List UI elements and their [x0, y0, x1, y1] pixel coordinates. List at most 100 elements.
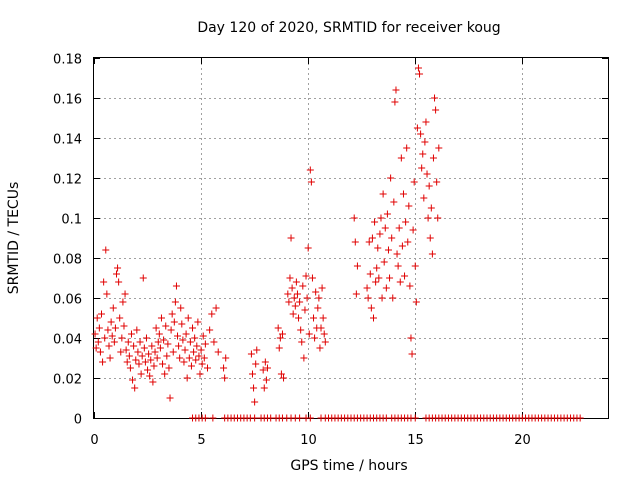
data-point	[185, 354, 193, 362]
data-point	[197, 346, 205, 354]
data-point	[433, 178, 441, 186]
data-point	[319, 314, 327, 322]
data-point	[381, 224, 389, 232]
data-point	[277, 370, 285, 378]
data-point	[374, 244, 382, 252]
data-point	[114, 264, 122, 272]
y-tick-label: 0.1	[61, 213, 82, 228]
data-point	[424, 214, 432, 222]
data-point	[376, 230, 384, 238]
data-point	[259, 366, 267, 374]
data-point	[133, 326, 141, 334]
data-point	[106, 354, 114, 362]
data-point	[120, 322, 128, 330]
data-point	[91, 330, 99, 338]
data-point	[316, 344, 324, 352]
data-point	[101, 334, 109, 342]
x-tick-label: 20	[514, 433, 531, 448]
data-point	[174, 332, 182, 340]
data-point	[298, 338, 306, 346]
data-point	[142, 334, 150, 342]
data-point	[301, 306, 309, 314]
data-point	[95, 324, 103, 332]
data-point	[145, 350, 153, 358]
data-point	[186, 338, 194, 346]
data-point	[214, 348, 222, 356]
data-point	[292, 278, 300, 286]
data-point	[157, 314, 165, 322]
data-points	[91, 64, 584, 422]
data-point	[220, 364, 228, 372]
data-point	[136, 338, 144, 346]
data-point	[261, 358, 269, 366]
data-point	[163, 352, 171, 360]
data-point	[168, 310, 176, 318]
data-point	[166, 394, 174, 402]
data-point	[576, 414, 584, 422]
data-point	[99, 358, 107, 366]
data-point	[144, 366, 152, 374]
data-point	[123, 358, 131, 366]
data-point	[285, 298, 293, 306]
data-point	[373, 264, 381, 272]
y-tick-label: 0.04	[53, 333, 82, 348]
data-point	[221, 374, 229, 382]
data-point	[250, 384, 258, 392]
data-point	[102, 246, 110, 254]
data-point	[419, 150, 427, 158]
data-point	[137, 370, 145, 378]
data-point	[431, 94, 439, 102]
y-tick-label: 0.12	[53, 173, 82, 188]
data-point	[416, 70, 424, 78]
data-point	[156, 344, 164, 352]
data-point	[380, 258, 388, 266]
data-point	[291, 302, 299, 310]
data-point	[351, 238, 359, 246]
data-point	[105, 342, 113, 350]
data-point	[201, 414, 209, 422]
data-point	[304, 244, 312, 252]
data-point	[135, 360, 143, 368]
data-point	[263, 364, 271, 372]
data-point	[367, 304, 375, 312]
y-tick-label: 0	[74, 413, 82, 428]
data-point	[150, 362, 158, 370]
data-point	[422, 118, 430, 126]
data-point	[127, 330, 135, 338]
data-point	[180, 358, 188, 366]
data-point	[398, 242, 406, 250]
data-point	[395, 224, 403, 232]
data-point	[130, 342, 138, 350]
data-point	[111, 324, 119, 332]
data-point	[116, 314, 124, 322]
data-point	[302, 272, 310, 280]
data-point	[138, 352, 146, 360]
data-point	[210, 338, 218, 346]
data-point	[222, 354, 230, 362]
data-point	[410, 178, 418, 186]
data-point	[110, 338, 118, 346]
data-point	[353, 262, 361, 270]
data-point	[434, 214, 442, 222]
y-tick-labels: 0 0.02 0.04 0.06 0.08 0.1 0.12 0.14 0.16 0.18	[53, 53, 82, 428]
data-point	[396, 278, 404, 286]
data-point	[386, 274, 394, 282]
data-point	[151, 348, 159, 356]
data-point	[121, 290, 129, 298]
y-tick-label: 0.16	[53, 93, 82, 108]
data-point	[117, 348, 125, 356]
data-point	[403, 144, 411, 152]
data-point	[177, 304, 185, 312]
data-point	[140, 344, 148, 352]
data-point	[300, 354, 308, 362]
data-point	[162, 322, 170, 330]
data-point	[160, 336, 168, 344]
data-point	[310, 314, 318, 322]
data-point	[289, 310, 297, 318]
data-point	[196, 370, 204, 378]
y-tick-label: 0.14	[53, 133, 82, 148]
data-point	[320, 330, 328, 338]
data-point	[372, 278, 380, 286]
data-point	[391, 98, 399, 106]
